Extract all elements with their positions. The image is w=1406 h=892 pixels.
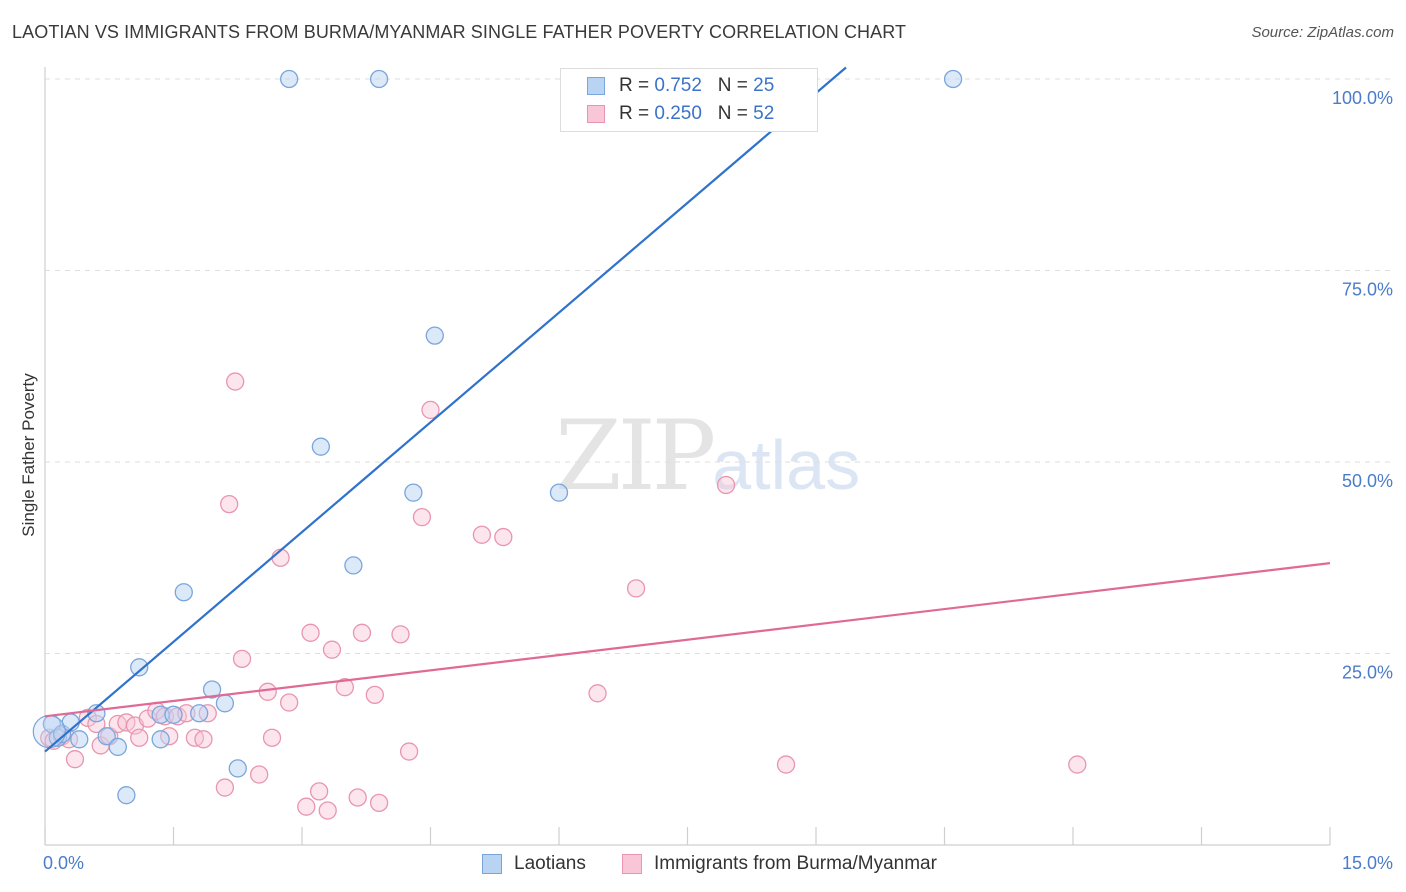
data-point-burma bbox=[494, 527, 513, 547]
gridlines bbox=[45, 78, 1394, 654]
data-point-burma bbox=[232, 649, 252, 669]
trend-lines bbox=[44, 66, 1331, 753]
data-point-burma bbox=[215, 778, 235, 797]
data-point-laotians bbox=[108, 737, 127, 757]
series-laotians-points bbox=[32, 69, 963, 805]
legend-r-label: R = bbox=[619, 103, 650, 124]
legend-n-value: 52 bbox=[753, 103, 775, 124]
watermark: ZIPatlas bbox=[555, 400, 860, 512]
y-axis-label: Single Father Poverty bbox=[19, 373, 38, 537]
legend-r-value: 0.250 bbox=[654, 103, 702, 124]
legend-r-label: R = bbox=[619, 75, 650, 96]
data-point-burma bbox=[352, 623, 372, 642]
data-point-burma bbox=[226, 372, 245, 391]
bottom-legend-swatch-blue bbox=[482, 854, 502, 874]
data-point-burma bbox=[472, 525, 492, 544]
data-point-burma bbox=[250, 765, 269, 784]
data-point-laotians bbox=[190, 704, 209, 723]
data-point-burma bbox=[626, 579, 646, 598]
source-credit: Source: ZipAtlas.com bbox=[1251, 24, 1394, 41]
watermark-zip: ZIP bbox=[555, 400, 716, 512]
data-point-burma bbox=[194, 730, 213, 749]
data-point-burma bbox=[301, 623, 320, 642]
series-burma-points bbox=[40, 372, 1087, 820]
data-point-laotians bbox=[404, 483, 423, 502]
data-point-burma bbox=[412, 508, 432, 527]
data-point-laotians bbox=[344, 556, 363, 575]
bottom-legend-label: Laotians bbox=[514, 853, 586, 874]
data-point-burma bbox=[348, 788, 367, 807]
data-point-laotians bbox=[425, 326, 444, 345]
data-point-burma bbox=[279, 693, 299, 712]
data-point-laotians bbox=[164, 705, 183, 724]
legend-swatch-pink bbox=[587, 105, 605, 123]
data-point-laotians bbox=[202, 680, 222, 699]
data-point-cluster bbox=[32, 715, 66, 749]
data-point-burma bbox=[297, 797, 316, 816]
data-point-burma bbox=[318, 801, 337, 820]
trend-line-laotians bbox=[44, 66, 847, 753]
y-tick-labels: 25.0% 50.0% 75.0% 100.0% bbox=[1332, 88, 1393, 683]
legend-n-label: N = bbox=[717, 103, 748, 124]
data-point-burma bbox=[369, 793, 389, 813]
data-point-laotians bbox=[215, 694, 235, 713]
data-point-burma bbox=[309, 782, 329, 801]
data-point-laotians bbox=[70, 730, 89, 749]
data-point-laotians bbox=[228, 759, 247, 778]
correlation-legend: R = 0.752 N = 25 R = 0.250 N = 52 bbox=[560, 68, 818, 132]
legend-swatch-blue bbox=[587, 77, 605, 95]
data-point-burma bbox=[1068, 755, 1087, 774]
data-point-burma bbox=[391, 625, 410, 644]
data-point-laotians bbox=[130, 658, 149, 677]
data-point-burma bbox=[322, 640, 342, 659]
data-point-laotians bbox=[97, 727, 116, 746]
x-tick-label: 0.0% bbox=[43, 853, 84, 873]
y-tick-label: 75.0% bbox=[1342, 280, 1393, 300]
axes bbox=[44, 67, 1331, 846]
legend-n-value: 25 bbox=[753, 75, 775, 96]
bottom-legend-label: Immigrants from Burma/Myanmar bbox=[654, 853, 937, 874]
data-point-laotians bbox=[151, 730, 170, 749]
trend-line-burma bbox=[44, 562, 1331, 718]
data-point-laotians bbox=[369, 69, 389, 89]
y-tick-label: 50.0% bbox=[1342, 471, 1393, 491]
data-point-burma bbox=[65, 750, 85, 769]
data-point-burma bbox=[399, 742, 419, 761]
data-point-laotians bbox=[174, 583, 193, 602]
data-point-laotians bbox=[117, 786, 136, 805]
bottom-legend-swatch-pink bbox=[622, 854, 642, 874]
data-point-laotians bbox=[311, 437, 330, 456]
y-tick-label: 100.0% bbox=[1332, 88, 1393, 108]
legend-n-label: N = bbox=[717, 75, 748, 96]
data-point-burma bbox=[335, 678, 354, 697]
data-point-burma bbox=[716, 475, 736, 495]
x-tick-labels: 0.0% 15.0% bbox=[43, 853, 1393, 873]
data-point-burma bbox=[365, 685, 384, 705]
chart-title: LAOTIAN VS IMMIGRANTS FROM BURMA/MYANMAR… bbox=[12, 22, 907, 42]
watermark-atlas: atlas bbox=[712, 426, 861, 504]
data-point-burma bbox=[262, 728, 282, 747]
y-tick-label: 25.0% bbox=[1342, 663, 1393, 683]
data-point-laotians bbox=[943, 69, 963, 89]
data-point-laotians bbox=[549, 483, 569, 502]
data-point-burma bbox=[421, 400, 440, 420]
x-tick-label: 15.0% bbox=[1342, 853, 1393, 873]
data-point-burma bbox=[130, 728, 149, 747]
data-point-burma bbox=[776, 755, 796, 774]
data-point-burma bbox=[258, 682, 277, 701]
data-point-burma bbox=[220, 494, 239, 514]
data-point-burma bbox=[588, 684, 607, 703]
legend-r-value: 0.752 bbox=[654, 75, 702, 96]
data-point-laotians bbox=[279, 69, 299, 89]
